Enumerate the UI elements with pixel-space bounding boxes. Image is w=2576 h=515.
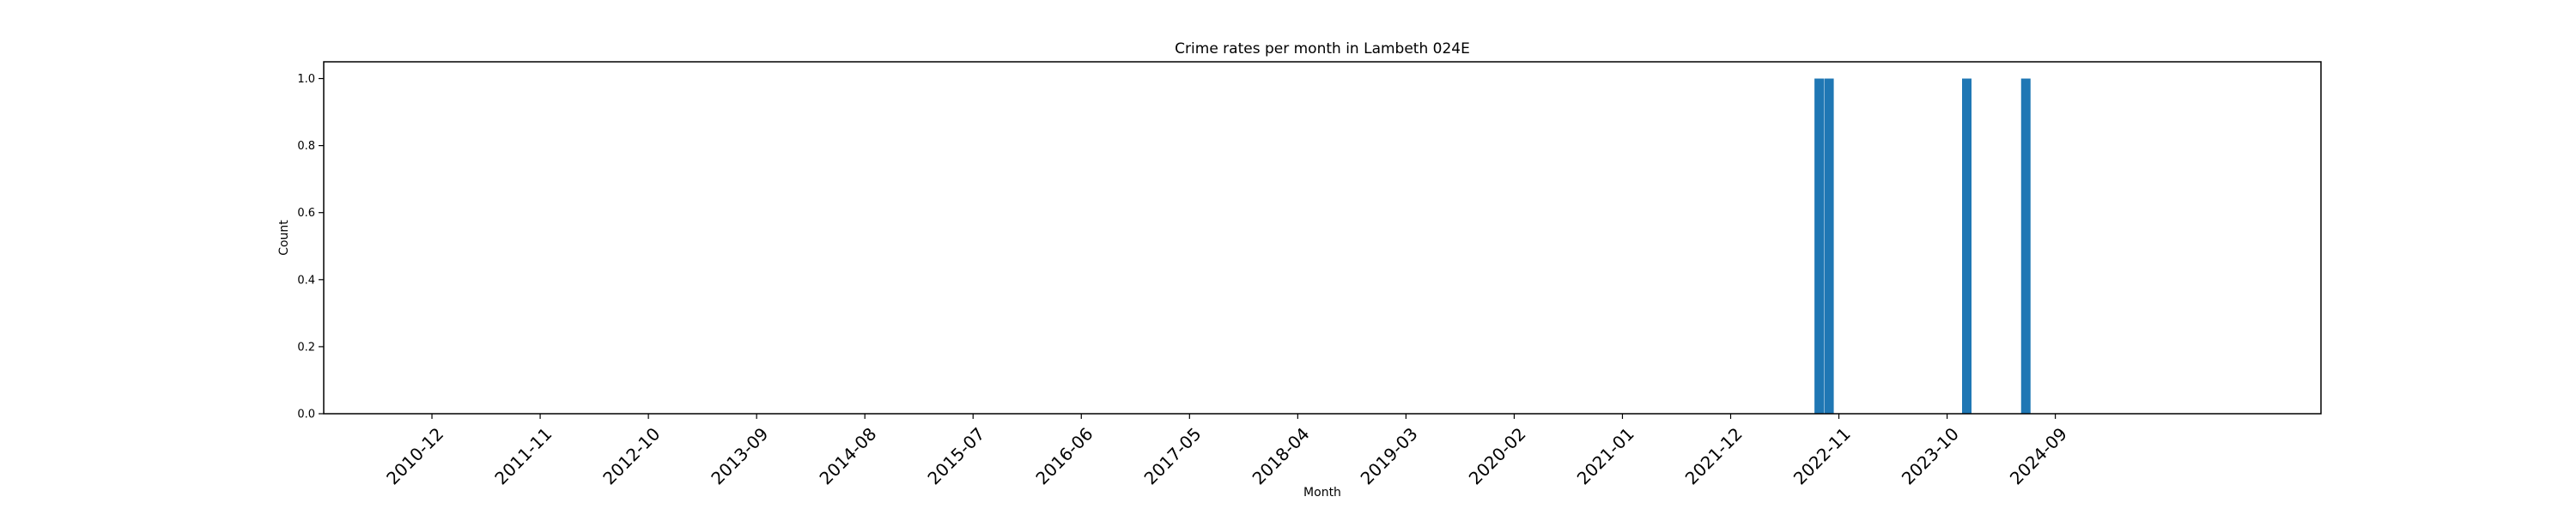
x-tick-label: 2021-12 xyxy=(1681,423,1747,488)
x-tick-label: 2022-11 xyxy=(1789,423,1855,488)
bar-2022-10 xyxy=(1824,78,1834,415)
x-tick-label: 2013-09 xyxy=(707,423,772,488)
x-tick-label: 2015-07 xyxy=(923,423,988,488)
x-tick-label: 2019-03 xyxy=(1357,423,1422,488)
x-axis-ticks: 2010-12 2011-11 2012-10 2013-09 2014-08 2015-… xyxy=(382,414,2071,488)
y-tick-label: 0.8 xyxy=(297,140,315,153)
x-tick-label: 2014-08 xyxy=(815,423,880,488)
x-tick-label: 2012-10 xyxy=(598,423,664,488)
y-axis-ticks: 0.0 0.2 0.4 0.6 0.8 1.0 xyxy=(297,73,324,421)
x-tick-label: 2016-06 xyxy=(1031,423,1097,488)
x-tick-label: 2020-02 xyxy=(1465,423,1530,488)
bar-2022-09 xyxy=(1814,78,1825,415)
bar-2023-12 xyxy=(1962,78,1972,415)
y-tick-label: 0.2 xyxy=(297,341,315,354)
x-tick-label: 2017-05 xyxy=(1140,423,1206,488)
y-tick-label: 0.0 xyxy=(297,409,315,421)
x-tick-label: 2011-11 xyxy=(490,423,556,488)
chart-title: Crime rates per month in Lambeth 024E xyxy=(1175,40,1470,58)
bars xyxy=(1814,78,2031,415)
x-tick-label: 2010-12 xyxy=(382,423,447,488)
x-tick-label: 2021-01 xyxy=(1573,423,1638,488)
x-tick-label: 2024-09 xyxy=(2006,423,2071,488)
y-tick-label: 1.0 xyxy=(297,73,315,86)
y-axis-label: Count xyxy=(277,220,291,256)
bar-2024-06 xyxy=(2020,78,2031,415)
x-tick-label: 2018-04 xyxy=(1249,423,1314,488)
plot-frame xyxy=(323,61,2322,415)
x-axis-label: Month xyxy=(1303,486,1341,500)
y-tick-label: 0.6 xyxy=(297,207,315,220)
y-tick-label: 0.4 xyxy=(297,274,315,287)
x-tick-label: 2023-10 xyxy=(1898,423,1963,488)
